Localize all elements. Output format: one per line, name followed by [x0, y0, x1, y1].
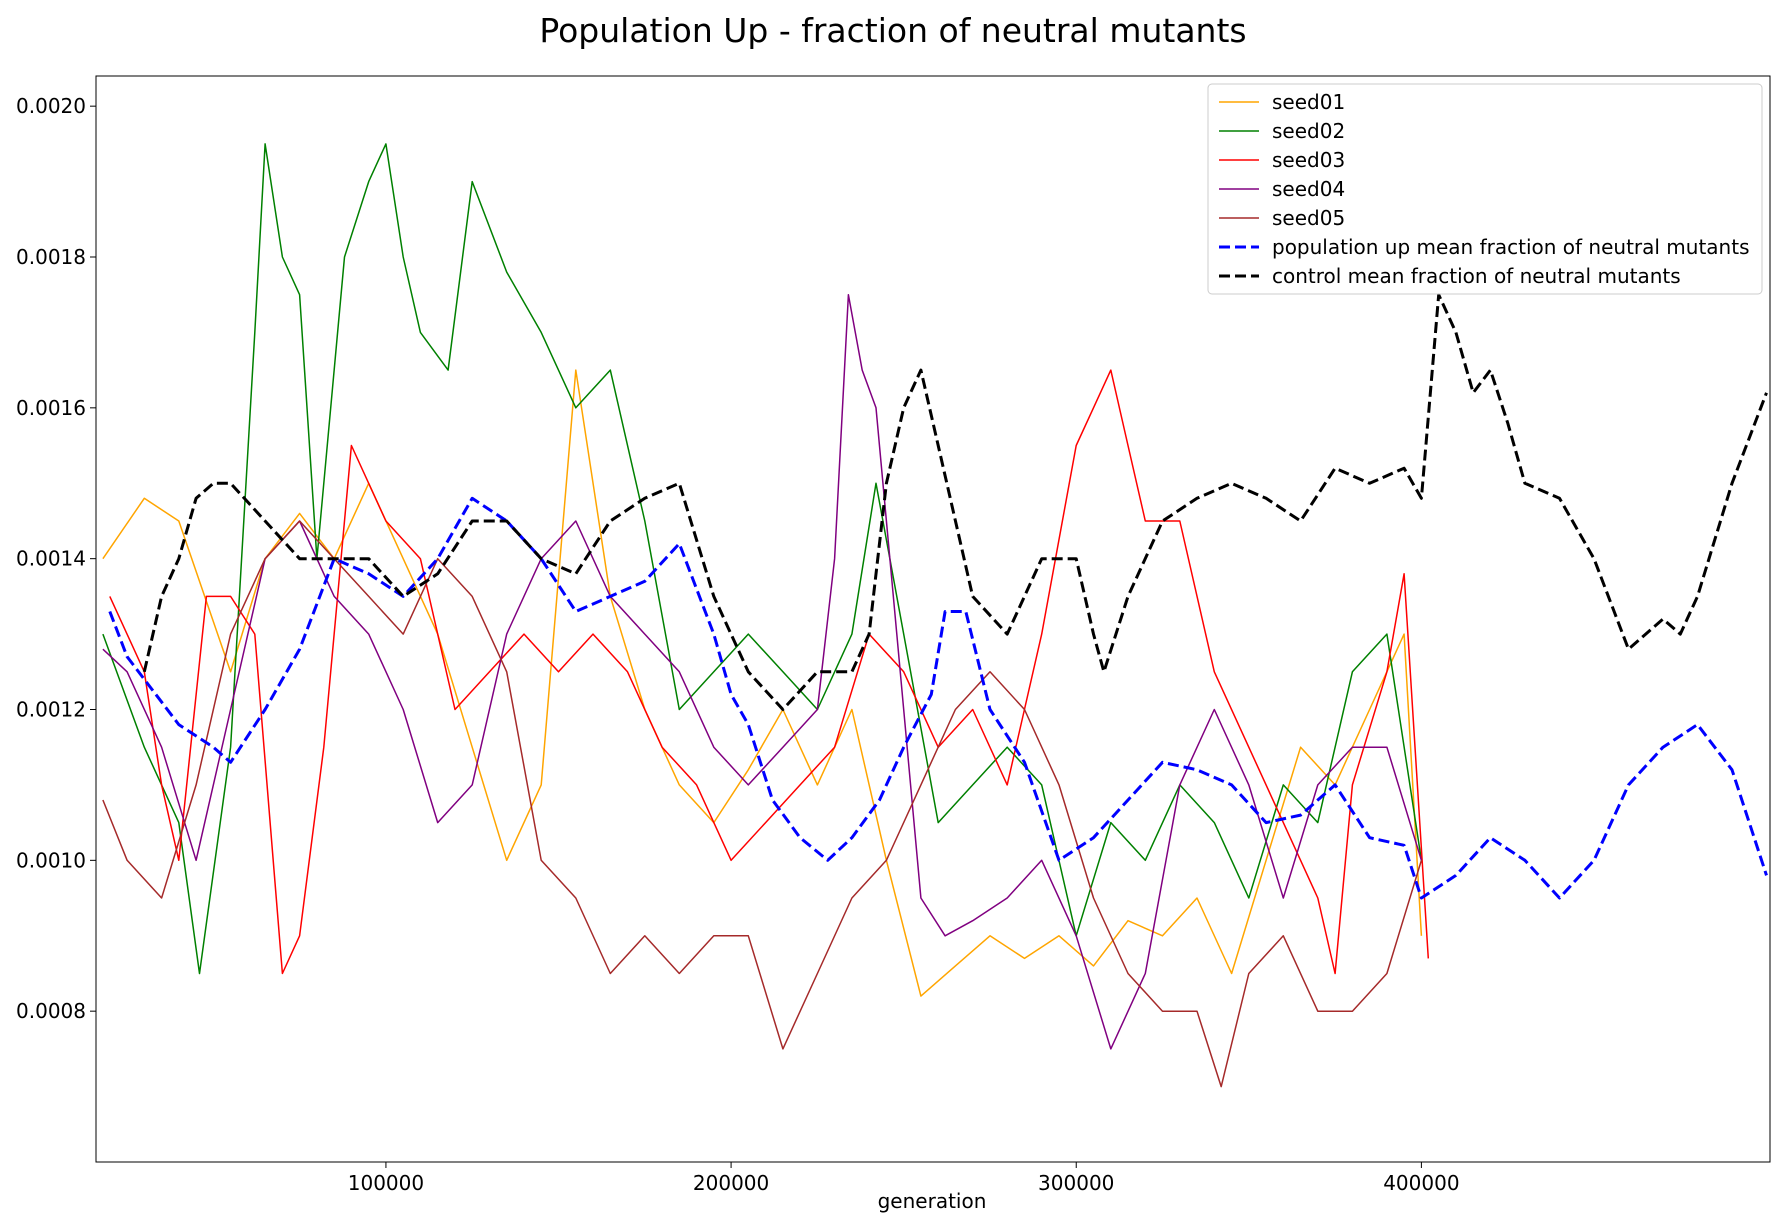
legend-entries: seed01 seed02 seed03 seed04 seed05 population… [1219, 90, 1750, 288]
legend-label: seed01 [1272, 90, 1345, 114]
chart-title: Population Up - fraction of neutral muta… [539, 11, 1246, 50]
x-tick-label: 300000 [1038, 1171, 1114, 1195]
series-layer [102, 143, 1768, 1088]
series-line-6 [108, 496, 1768, 900]
series-line-1 [102, 369, 1423, 997]
y-tick-label: 0.0008 [16, 999, 86, 1023]
legend-label: seed05 [1272, 206, 1345, 230]
series-line-4 [102, 293, 1423, 1050]
y-tick-label: 0.0018 [16, 245, 86, 269]
y-tick-label: 0.0014 [16, 547, 86, 571]
plot-area [95, 75, 1771, 1163]
x-axis: 100000 200000 300000 400000 [348, 1162, 1460, 1195]
legend: seed01 seed02 seed03 seed04 seed05 population… [1207, 83, 1763, 295]
y-tick-label: 0.0016 [16, 396, 86, 420]
series-line-2 [102, 143, 1423, 975]
y-axis: 0.0008 0.0010 0.0012 0.0014 0.0016 0.0018 0.00… [16, 94, 96, 1023]
series-line-7 [142, 293, 1768, 711]
plot-frame [95, 75, 1771, 1163]
legend-label: population up mean fraction of neutral m… [1272, 235, 1750, 259]
y-tick-label: 0.0010 [16, 848, 86, 872]
legend-label: seed02 [1272, 119, 1345, 143]
legend-label: seed03 [1272, 148, 1345, 172]
series-line-5 [102, 520, 1423, 1088]
legend-label: seed04 [1272, 177, 1345, 201]
legend-label: control mean fraction of neutral mutants [1272, 264, 1681, 288]
legend-box [1207, 83, 1763, 295]
x-tick-label: 400000 [1383, 1171, 1459, 1195]
y-tick-label: 0.0012 [16, 698, 86, 722]
series-line-3 [109, 369, 1430, 975]
x-tick-label: 200000 [693, 1171, 769, 1195]
y-tick-label: 0.0020 [16, 94, 86, 118]
x-tick-label: 100000 [348, 1171, 424, 1195]
x-axis-label: generation [878, 1189, 987, 1213]
